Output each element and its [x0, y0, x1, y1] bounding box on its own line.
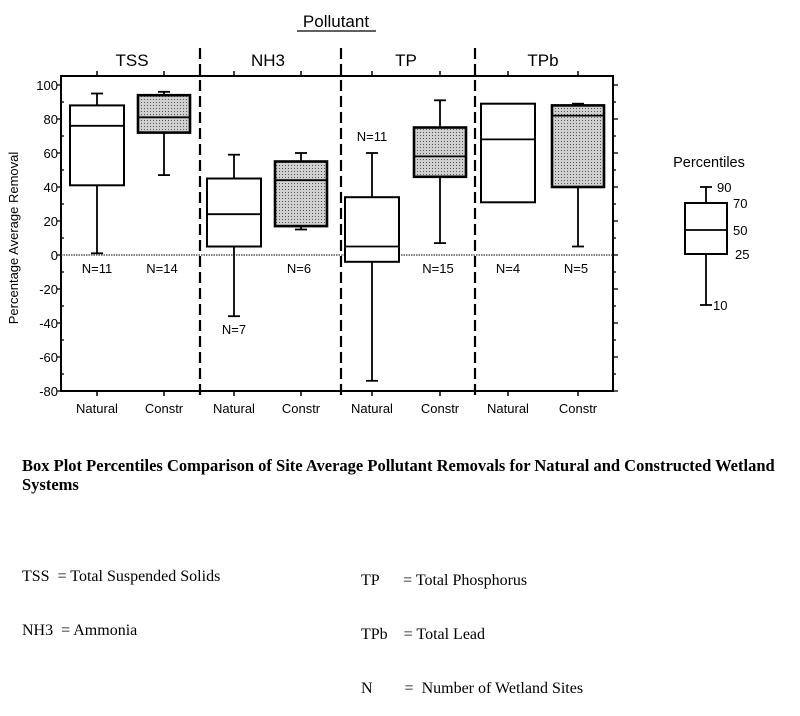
y-tick-label: 0	[51, 248, 58, 263]
y-tick-label: -20	[39, 282, 58, 297]
y-tick-label: 20	[44, 214, 58, 229]
box-tpb-natural	[480, 102, 536, 204]
legend-label-70: 70	[733, 196, 747, 211]
legend-label-10: 10	[713, 298, 727, 313]
n-label: N=7	[222, 322, 246, 337]
y-tick-label: 40	[44, 180, 58, 195]
n-label: N=15	[422, 261, 453, 276]
y-tick-label: -40	[39, 316, 58, 331]
legend-label-25: 25	[735, 247, 749, 262]
definition-tp: TP = Total Phosphorus	[361, 572, 528, 589]
box-plot-chart: Pollutant Percentage Average Removal 100…	[6, 12, 749, 416]
y-axis-label: Percentage Average Removal	[6, 152, 21, 325]
x-tick-label: Constr	[282, 401, 321, 416]
n-label: N=5	[564, 261, 588, 276]
n-label: N=11	[357, 129, 387, 144]
n-label: N=4	[496, 261, 520, 276]
legend-label-50: 50	[733, 223, 747, 238]
legend-label-90: 90	[717, 180, 731, 195]
legend-title: Percentiles	[673, 155, 745, 171]
x-tick-label: Constr	[559, 401, 598, 416]
group-header-tss: TSS	[115, 51, 148, 70]
y-tick-label: 100	[36, 78, 58, 93]
y-tick-label: 60	[44, 146, 58, 161]
box-nh3-constr	[273, 160, 329, 228]
x-tick-label: Natural	[487, 401, 529, 416]
plot-frame	[60, 75, 614, 392]
chart-title: Pollutant	[303, 12, 369, 31]
box-nh3-natural	[206, 177, 262, 248]
box-tss-natural	[69, 104, 125, 187]
x-tick-label: Natural	[351, 401, 393, 416]
box-tpb-constr	[550, 104, 606, 189]
group-header-tp: TP	[395, 51, 417, 70]
box-tss-constr	[136, 93, 192, 134]
x-tick-label: Constr	[145, 401, 184, 416]
x-tick-label: Natural	[76, 401, 118, 416]
n-label: N=14	[146, 261, 177, 276]
y-tick-label: -80	[39, 384, 58, 399]
definition-tpb: TPb = Total Lead	[361, 626, 486, 643]
y-tick-label: 80	[44, 112, 58, 127]
definition-nh3: NH3 = Ammonia	[22, 622, 138, 639]
definition-tss: TSS = Total Suspended Solids	[22, 568, 221, 585]
n-label: N=6	[287, 261, 311, 276]
x-tick-label: Constr	[421, 401, 460, 416]
y-tick-label: -60	[39, 350, 58, 365]
box-tp-constr	[412, 126, 468, 179]
definition-n: N = Number of Wetland Sites	[361, 680, 584, 697]
legend-box	[684, 202, 728, 255]
n-label: N=11	[82, 261, 112, 276]
x-tick-label: Natural	[213, 401, 255, 416]
group-header-tpb: TPb	[527, 51, 558, 70]
box-tp-natural	[344, 196, 400, 263]
group-header-nh3: NH3	[251, 51, 285, 70]
figure-caption: Box Plot Percentiles Comparison of Site …	[22, 456, 775, 494]
